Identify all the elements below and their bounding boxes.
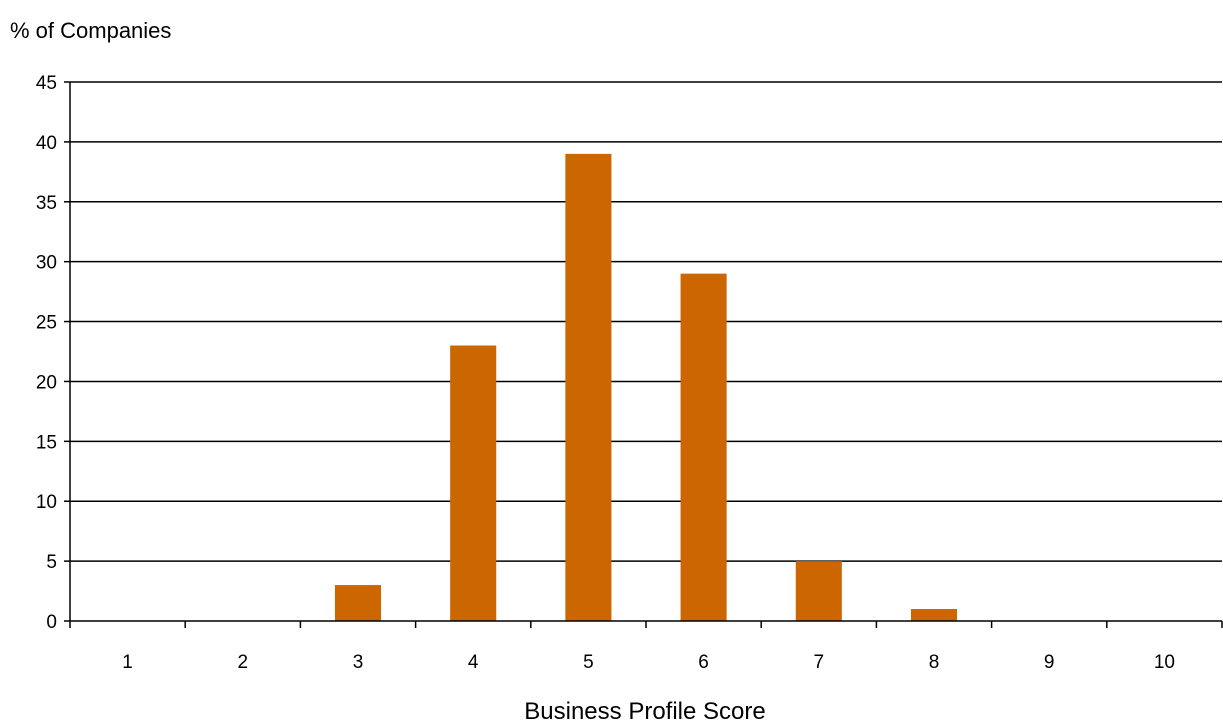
y-tick-label: 0	[46, 612, 57, 633]
bar	[795, 561, 842, 621]
bar	[334, 585, 382, 621]
x-tick-label: 10	[1154, 652, 1175, 673]
y-tick-label: 20	[36, 372, 57, 393]
x-ticks: 1 2 3 4 5 6 7 8 9 10	[69, 621, 1223, 673]
x-tick-label: 5	[583, 652, 594, 673]
y-axis-title: % of Companies	[10, 18, 171, 43]
gridlines	[70, 81, 1222, 562]
y-tick-label: 35	[36, 193, 57, 214]
y-tick-label: 5	[46, 552, 57, 573]
x-tick-label: 3	[353, 652, 364, 673]
bar	[450, 345, 497, 621]
x-tick-label: 4	[468, 652, 479, 673]
y-tick-label: 40	[36, 133, 57, 154]
x-tick-label: 6	[698, 652, 709, 673]
x-tick-label: 1	[122, 652, 133, 673]
x-tick-label: 7	[814, 652, 825, 673]
x-axis-title: Business Profile Score	[524, 698, 765, 725]
axes	[69, 82, 1222, 622]
y-tick-label: 25	[36, 313, 57, 334]
bar	[910, 609, 958, 621]
x-tick-label: 9	[1044, 652, 1055, 673]
y-ticks: 0 5 10 15 20 25 30 35 40 45	[36, 73, 70, 633]
y-tick-label: 30	[36, 253, 57, 274]
y-tick-label: 10	[36, 492, 57, 513]
bar	[680, 273, 727, 621]
y-tick-label: 45	[36, 73, 57, 94]
y-tick-label: 15	[36, 432, 57, 453]
bars	[334, 153, 958, 621]
x-tick-label: 2	[238, 652, 249, 673]
x-tick-label: 8	[929, 652, 940, 673]
bar	[565, 153, 612, 621]
